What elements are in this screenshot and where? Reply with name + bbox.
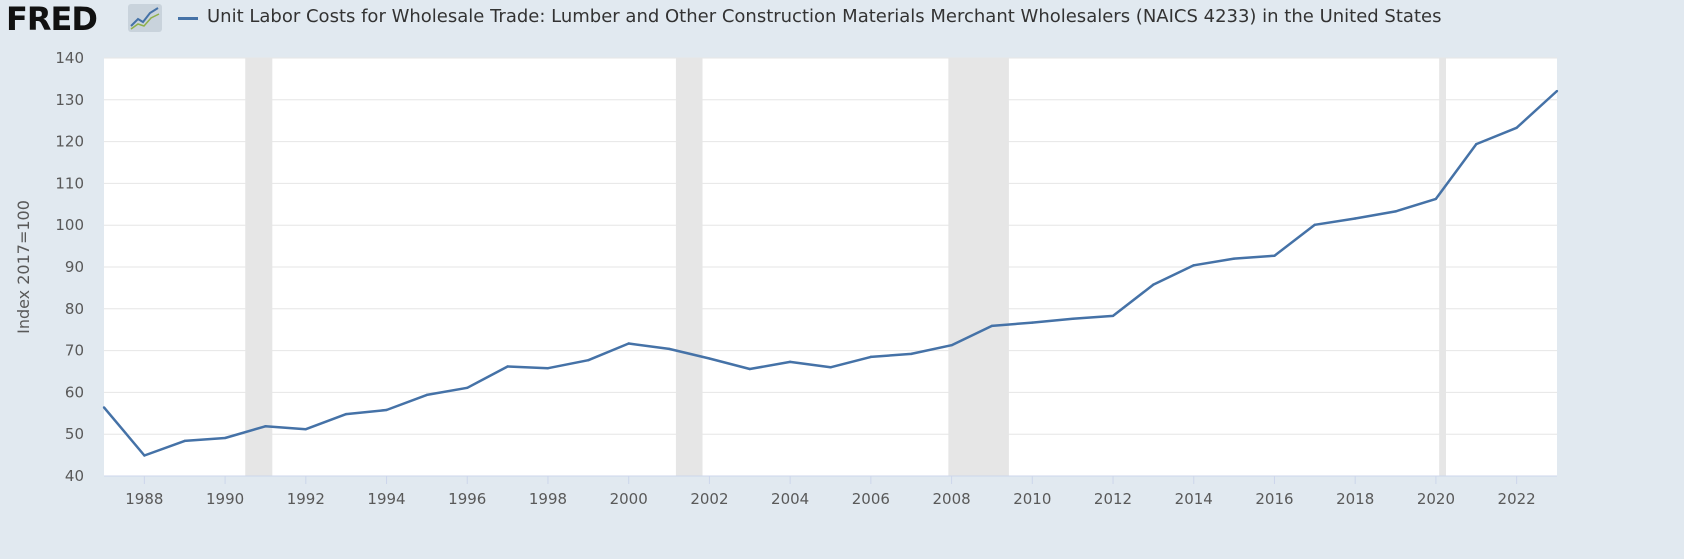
data-point <box>708 357 711 360</box>
data-point <box>1232 257 1236 260</box>
data-point <box>1111 314 1115 318</box>
trend-line-icon <box>128 4 162 32</box>
x-tick-label: 2016 <box>1255 490 1293 508</box>
x-tick-label: 2012 <box>1094 490 1132 508</box>
x-tick-label: 2002 <box>690 490 728 508</box>
x-tick-label: 1990 <box>206 490 244 508</box>
x-tick-label: 2014 <box>1175 490 1213 508</box>
x-tick-label: 1992 <box>287 490 325 508</box>
data-point <box>1152 283 1155 286</box>
data-point <box>143 454 146 457</box>
y-tick-label: 60 <box>65 383 84 401</box>
y-tick-label: 140 <box>55 49 84 67</box>
x-tick-label: 2022 <box>1498 490 1536 508</box>
x-tick-label: 1994 <box>367 490 405 508</box>
data-point <box>788 360 792 364</box>
x-tick-label: 2006 <box>852 490 890 508</box>
data-point <box>587 359 590 362</box>
x-tick-label: 2004 <box>771 490 809 508</box>
x-tick-label: 2000 <box>610 490 648 508</box>
data-point <box>1071 317 1074 321</box>
data-point <box>1273 254 1276 257</box>
gridlines <box>104 57 1557 477</box>
x-tick-label: 2020 <box>1417 490 1455 508</box>
data-point <box>425 393 429 397</box>
data-point <box>183 439 186 443</box>
data-point <box>1475 142 1478 146</box>
data-point <box>1434 197 1438 201</box>
data-point <box>869 355 873 359</box>
data-point <box>910 352 913 356</box>
chart-header: FRED Unit Labor Costs for Wholesale Trad… <box>0 0 1684 40</box>
y-tick-label: 120 <box>55 133 84 151</box>
legend-series-swatch <box>178 17 198 20</box>
series-layer <box>102 89 1559 457</box>
data-point <box>667 347 671 351</box>
data-point <box>466 386 469 390</box>
x-tick-label: 1988 <box>125 490 163 508</box>
data-point <box>546 366 550 370</box>
data-point <box>748 367 751 371</box>
x-tick-label: 1998 <box>529 490 567 508</box>
data-point <box>1031 321 1034 324</box>
data-point <box>264 425 267 428</box>
y-tick-label: 130 <box>55 91 84 109</box>
data-point <box>385 408 388 412</box>
data-point <box>1353 217 1357 220</box>
data-point <box>950 343 953 347</box>
data-point <box>1394 210 1397 213</box>
y-tick-label: 40 <box>65 467 84 485</box>
line-chart: 40 50 60 70 80 90 100 110 120 130 140 1988 1990 1992… <box>14 49 1559 508</box>
y-tick-label: 110 <box>55 174 84 192</box>
data-point <box>1515 126 1518 130</box>
y-tick-label: 50 <box>65 425 84 443</box>
data-point <box>990 324 994 328</box>
y-tick-label: 70 <box>65 342 84 360</box>
data-point <box>1313 223 1317 226</box>
y-axis-label: Index 2017=100 <box>14 200 33 334</box>
data-point <box>344 412 348 416</box>
y-tick-label: 80 <box>65 300 84 318</box>
data-point <box>304 427 308 431</box>
data-point <box>223 436 227 440</box>
data-point <box>1555 89 1559 93</box>
data-point <box>102 406 106 409</box>
chart-title: Unit Labor Costs for Wholesale Trade: Lu… <box>207 6 1442 27</box>
y-axis-ticks: 40 50 60 70 80 90 100 110 120 130 140 <box>55 49 84 485</box>
x-tick-label: 1996 <box>448 490 486 508</box>
x-axis-ticks: 1988 1990 1992 1994 1996 1998 2000 2002 2004 2006… <box>104 475 1557 508</box>
data-point <box>1192 264 1195 267</box>
x-tick-label: 2010 <box>1013 490 1051 508</box>
data-point <box>829 366 832 369</box>
y-tick-label: 100 <box>55 216 84 234</box>
y-tick-label: 90 <box>65 258 84 276</box>
x-tick-label: 2008 <box>932 490 970 508</box>
data-point <box>627 342 630 345</box>
data-point <box>506 365 509 368</box>
x-tick-label: 2018 <box>1336 490 1374 508</box>
fred-logo[interactable]: FRED <box>6 0 98 38</box>
